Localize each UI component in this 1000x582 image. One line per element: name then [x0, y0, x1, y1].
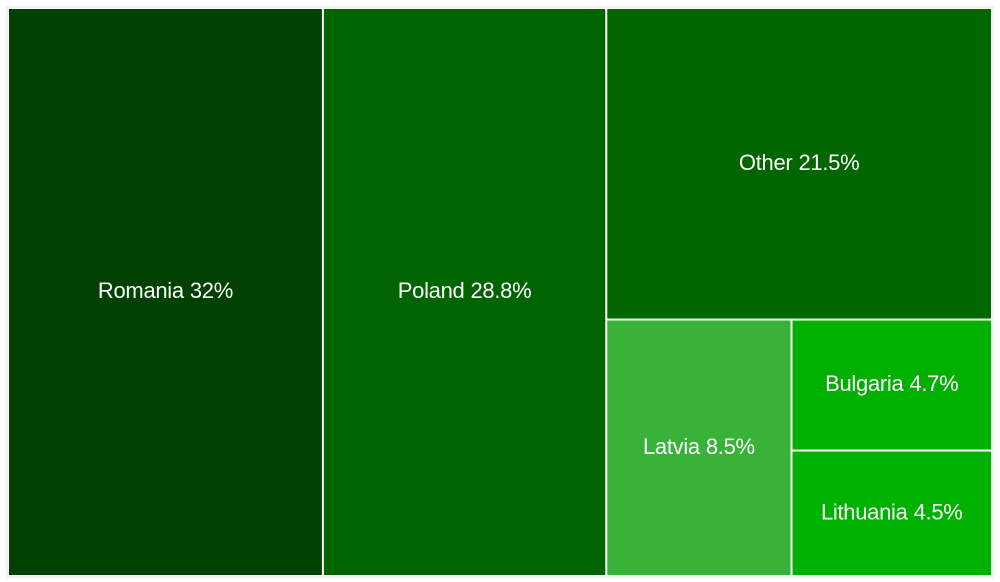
treemap-cell: [323, 9, 606, 575]
cell-value: 4.5%: [914, 499, 963, 524]
cell-value: 4.7%: [909, 371, 958, 396]
cell-value: 8.5%: [706, 434, 755, 459]
cell-label: Bulgaria 4.7%: [825, 371, 958, 396]
treemap-cell: [792, 320, 991, 450]
cell-label: Other 21.5%: [739, 150, 859, 175]
treemap-cell: [607, 9, 991, 319]
cell-label: Lithuania 4.5%: [821, 499, 963, 524]
cell-name: Other: [739, 150, 793, 175]
cell-label: Romania 32%: [98, 278, 233, 303]
cell-name: Poland: [398, 278, 465, 303]
cell-name: Latvia: [643, 434, 701, 459]
cell-name: Romania: [98, 278, 185, 303]
cell-label: Latvia 8.5%: [643, 434, 755, 459]
cell-name: Bulgaria: [825, 371, 904, 396]
treemap-cell: [792, 451, 991, 575]
cell-value: 32%: [190, 278, 233, 303]
treemap-cell: [9, 9, 322, 575]
cell-value: 21.5%: [798, 150, 859, 175]
cell-label: Poland 28.8%: [398, 278, 532, 303]
cell-name: Lithuania: [821, 499, 909, 524]
treemap-cell: [607, 320, 791, 575]
cell-value: 28.8%: [470, 278, 531, 303]
